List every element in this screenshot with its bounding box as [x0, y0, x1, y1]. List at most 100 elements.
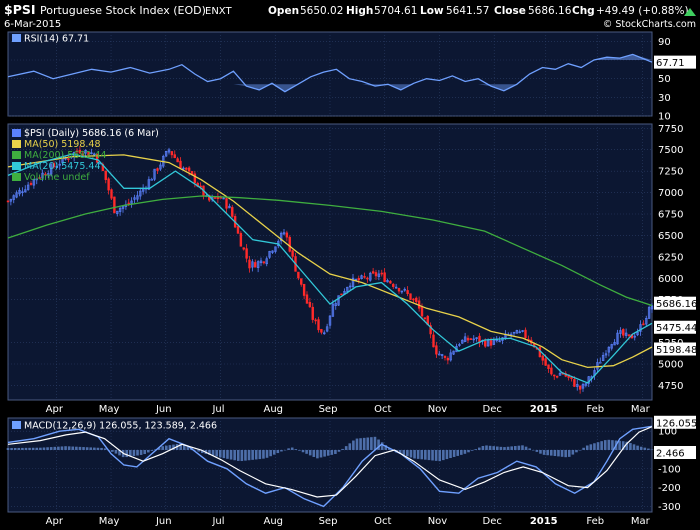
macd-histogram-bar [42, 447, 46, 450]
candle-body [484, 340, 487, 347]
month-tick-label: Jul [211, 404, 224, 415]
macd-histogram-bar [312, 449, 316, 457]
signal-line [7, 426, 653, 498]
month-tick-label: May [99, 516, 120, 527]
macd-histogram-bar [147, 449, 150, 453]
macd-histogram-bar [103, 448, 107, 450]
month-axes: Apr May Jun Jul Aug Sep Oct Nov Dec 2015 Feb Mar Apr… [8, 401, 652, 528]
candle-body [647, 307, 651, 319]
macd-histogram-bar [546, 449, 549, 456]
candle-body [225, 198, 228, 209]
chg-up-arrow-icon [684, 8, 696, 16]
macd-histogram-bar [118, 449, 121, 456]
candle-body [397, 287, 401, 292]
macd-histogram-bar [305, 449, 308, 454]
candle-body [610, 344, 613, 349]
macd-histogram-bar [82, 447, 85, 450]
macd-histogram-bar [49, 447, 53, 450]
candle-body [242, 247, 245, 250]
candle-body [576, 384, 579, 387]
price-legend-swatch [12, 151, 21, 159]
candle-body [412, 298, 415, 301]
price-y-tick-label: 7500 [658, 145, 683, 156]
macd-histogram-bar [334, 449, 337, 454]
price-y-tick-label: 5000 [658, 360, 683, 371]
macd-histogram-bar [582, 447, 585, 450]
candle-body [285, 232, 289, 238]
macd-histogram-bar [370, 437, 373, 450]
macd-histogram-bar [319, 449, 323, 458]
candle-body [29, 183, 33, 185]
candle-body [136, 195, 139, 200]
rsi-y-tick-label: 30 [658, 93, 671, 104]
macd-histogram-bar [564, 449, 567, 458]
candle-body [331, 303, 335, 317]
candle-body [633, 335, 636, 338]
candle-body [346, 286, 349, 292]
candle-body [544, 358, 547, 366]
macd-histogram-bar [557, 449, 560, 457]
macd-histogram-bar [380, 442, 384, 450]
chg-label: Chg [572, 5, 595, 17]
month-tick-label: Dec [483, 404, 502, 415]
candle-body [139, 190, 142, 197]
candle-body [604, 353, 608, 356]
candle-body [44, 173, 47, 176]
candle-body [584, 383, 588, 386]
candle-body [524, 329, 527, 338]
exchange: ENXT [205, 6, 232, 17]
macd-histogram-bar [603, 440, 607, 450]
candle-body [596, 362, 599, 370]
month-tick-label: Mar [631, 404, 651, 415]
price-y-tick-label: 4750 [658, 381, 683, 392]
macd-histogram-bar [287, 448, 290, 450]
month-tick-label: Mar [631, 516, 651, 527]
candle-body [231, 207, 234, 217]
header-date: 6-Mar-2015 [4, 19, 61, 30]
candle-body [323, 332, 326, 335]
macd-histogram-bar [114, 449, 118, 454]
macd-histogram-bar [211, 449, 215, 456]
candle-body [573, 379, 576, 387]
rsi-last-value-bg [654, 55, 696, 69]
candle-body [236, 226, 240, 234]
macd-histogram-bar [607, 439, 611, 450]
macd-histogram-bar [125, 449, 129, 458]
macd-histogram-bar [531, 449, 535, 451]
candle-body [81, 153, 84, 156]
macd-histogram-bar [330, 449, 334, 455]
candle-body [403, 288, 406, 291]
macd-histogram-bar [503, 447, 506, 450]
candle-body [12, 195, 15, 200]
candle-body [558, 372, 562, 376]
candle-body [443, 355, 447, 358]
candle-body [38, 177, 41, 179]
candle-body [599, 361, 602, 364]
macd-histogram-bar [157, 447, 161, 450]
candle-body [601, 355, 605, 362]
macd-legend-swatch [12, 421, 21, 429]
candle-body [147, 179, 151, 190]
month-axis-band [8, 401, 652, 416]
price-y-tick-label: 6250 [658, 252, 683, 263]
candle-body [297, 271, 300, 279]
candle-body [26, 184, 30, 190]
candle-body [498, 340, 501, 342]
candle-body [130, 200, 133, 204]
candle-body [438, 353, 441, 356]
price-legend-swatch [12, 173, 21, 181]
macd-histogram-bar [542, 449, 546, 455]
month-tick-label: Jun [155, 516, 172, 527]
candle-body [642, 323, 645, 326]
candle-body [650, 305, 654, 310]
macd-histogram-bar [355, 438, 359, 450]
candle-body [47, 173, 50, 176]
macd-histogram-bar [129, 449, 132, 457]
macd-histogram-bar [467, 449, 470, 453]
macd-histogram-bar [6, 448, 10, 450]
macd-histogram-bar [517, 445, 521, 450]
candle-body [248, 259, 251, 269]
macd-hist-value: 2.466 [656, 448, 685, 459]
candle-body [383, 272, 386, 283]
macd-histogram-bar [150, 449, 154, 451]
